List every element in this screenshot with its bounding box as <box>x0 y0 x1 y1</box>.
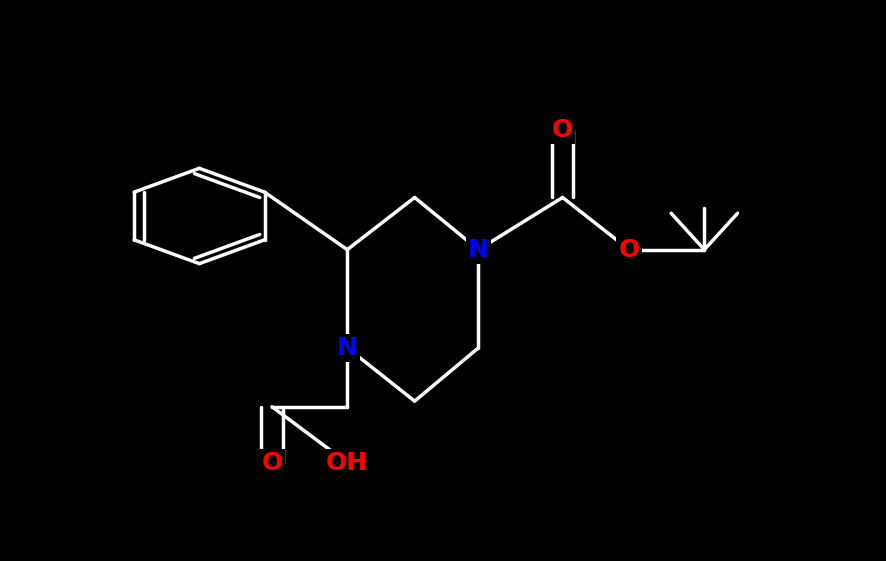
Text: N: N <box>468 238 489 261</box>
Text: O: O <box>261 451 283 475</box>
Text: O: O <box>552 118 573 142</box>
Text: N: N <box>337 336 358 360</box>
Text: OH: OH <box>326 451 369 475</box>
Text: O: O <box>618 238 640 261</box>
